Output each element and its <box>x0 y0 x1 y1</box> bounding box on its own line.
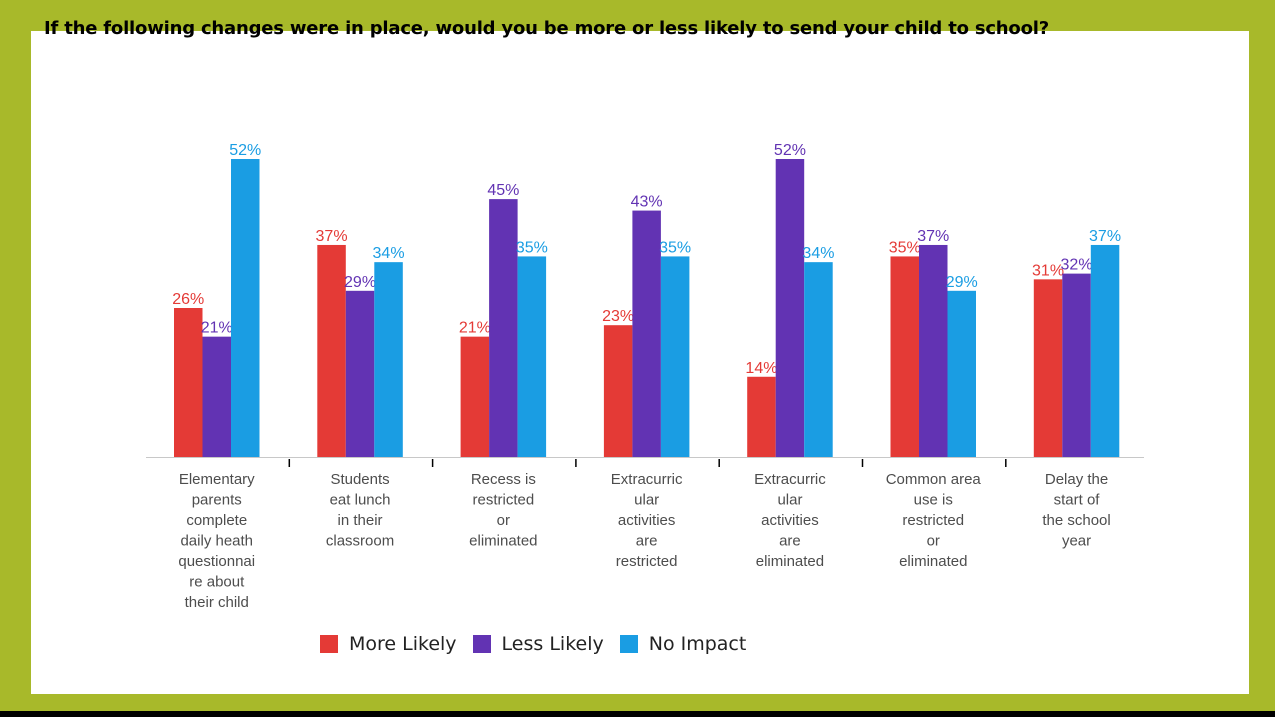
category-label-3: Extracurric ular activities are restricted <box>611 471 683 570</box>
category-label-line: start of <box>1054 492 1101 509</box>
category-label-line: Students <box>330 471 389 488</box>
category-label-line: are <box>636 533 658 550</box>
bar-no-impact-1 <box>374 262 403 457</box>
data-label-more-likely-1: 37% <box>316 228 348 245</box>
data-label-less-likely-6: 32% <box>1061 257 1093 274</box>
category-label-line: or <box>497 512 510 529</box>
chart-title: If the following changes were in place, … <box>44 18 1049 39</box>
legend-swatch-no-impact <box>619 635 638 653</box>
data-label-no-impact-2: 35% <box>516 239 548 256</box>
data-label-no-impact-0: 52% <box>229 142 261 159</box>
category-label-line: restricted <box>473 492 535 509</box>
category-label-line: Recess is <box>471 471 536 488</box>
data-label-more-likely-2: 21% <box>459 320 491 337</box>
category-label-line: daily heath <box>180 533 253 550</box>
category-label-line: eliminated <box>756 553 824 570</box>
category-label-line: activities <box>618 512 676 529</box>
bar-less-likely-5 <box>919 244 948 457</box>
bar-more-likely-3 <box>603 325 633 457</box>
category-label-line: restricted <box>616 553 678 570</box>
bar-less-likely-0 <box>202 336 231 457</box>
bar-more-likely-1 <box>317 244 346 457</box>
bar-no-impact-0 <box>231 159 260 457</box>
bar-more-likely-2 <box>460 336 490 457</box>
data-label-more-likely-4: 14% <box>745 360 777 377</box>
bar-no-impact-3 <box>660 256 690 457</box>
category-label-line: Elementary <box>179 471 255 488</box>
bar-more-likely-0 <box>174 308 203 457</box>
bar-no-impact-5 <box>947 290 976 457</box>
bar-less-likely-2 <box>489 199 518 457</box>
data-label-more-likely-3: 23% <box>602 308 634 325</box>
data-label-no-impact-5: 29% <box>946 274 978 291</box>
chart-legend: More Likely Less Likely No Impact <box>320 633 762 655</box>
bar-less-likely-6 <box>1062 273 1091 457</box>
legend-swatch-more-likely <box>320 635 338 653</box>
data-label-more-likely-6: 31% <box>1032 262 1064 279</box>
data-label-no-impact-6: 37% <box>1089 228 1121 245</box>
bar-less-likely-4 <box>775 159 805 457</box>
bar-no-impact-4 <box>804 262 833 457</box>
data-label-less-likely-5: 37% <box>917 228 949 245</box>
legend-label-no-impact: No Impact <box>648 633 747 655</box>
category-label-2: Recess is restricted or eliminated <box>469 471 537 550</box>
category-label-line: their child <box>185 594 249 611</box>
category-label-5: Common area use is restricted or eliminated <box>886 471 982 570</box>
legend-item-more-likely: More Likely <box>320 633 457 655</box>
category-label-line: activities <box>761 512 819 529</box>
bar-no-impact-2 <box>517 256 547 457</box>
bar-less-likely-1 <box>345 290 375 457</box>
legend-item-no-impact: No Impact <box>619 633 747 655</box>
category-label-line: use is <box>914 492 953 509</box>
legend-swatch-less-likely <box>472 635 491 653</box>
legend-label-less-likely: Less Likely <box>501 633 604 655</box>
category-label-4: Extracurric ular activities are eliminated <box>754 471 826 570</box>
category-label-0: Elementary parents complete daily heath ques… <box>178 471 255 611</box>
category-label-6: Delay the start of the school year <box>1042 471 1110 550</box>
category-label-line: ular <box>777 492 802 509</box>
bar-no-impact-6 <box>1090 244 1120 457</box>
category-label-line: Delay the <box>1045 471 1108 488</box>
data-label-less-likely-2: 45% <box>487 182 519 199</box>
category-label-line: Extracurric <box>754 471 826 488</box>
category-label-line: year <box>1062 533 1091 550</box>
data-label-no-impact-1: 34% <box>373 245 405 262</box>
category-label-line: classroom <box>326 533 394 550</box>
data-label-less-likely-1: 29% <box>344 274 376 291</box>
bar-more-likely-5 <box>890 256 919 457</box>
data-label-less-likely-0: 21% <box>201 320 233 337</box>
data-label-more-likely-5: 35% <box>889 239 921 256</box>
category-label-line: re about <box>189 574 245 591</box>
category-label-1: Students eat lunch in their classroom <box>326 471 394 550</box>
category-label-line: ular <box>634 492 659 509</box>
category-label-line: Common area <box>886 471 982 488</box>
data-label-less-likely-4: 52% <box>774 142 806 159</box>
bar-more-likely-4 <box>747 376 776 457</box>
bar-less-likely-3 <box>632 210 661 457</box>
category-label-line: questionnai <box>178 553 255 570</box>
category-label-line: parents <box>192 492 242 509</box>
data-label-less-likely-3: 43% <box>631 194 663 211</box>
category-label-line: complete <box>186 512 247 529</box>
category-label-line: or <box>927 533 940 550</box>
category-label-line: Extracurric <box>611 471 683 488</box>
category-label-line: are <box>779 533 801 550</box>
legend-label-more-likely: More Likely <box>349 633 457 655</box>
data-label-more-likely-0: 26% <box>172 291 204 308</box>
data-label-no-impact-3: 35% <box>659 239 691 256</box>
category-label-line: the school <box>1042 512 1110 529</box>
legend-item-less-likely: Less Likely <box>472 633 604 655</box>
category-label-line: restricted <box>902 512 964 529</box>
category-label-line: eliminated <box>899 553 967 570</box>
category-label-line: eat lunch <box>330 492 391 509</box>
category-label-line: eliminated <box>469 533 537 550</box>
bar-more-likely-6 <box>1033 279 1063 457</box>
data-label-no-impact-4: 34% <box>802 245 834 262</box>
category-label-line: in their <box>338 512 383 529</box>
